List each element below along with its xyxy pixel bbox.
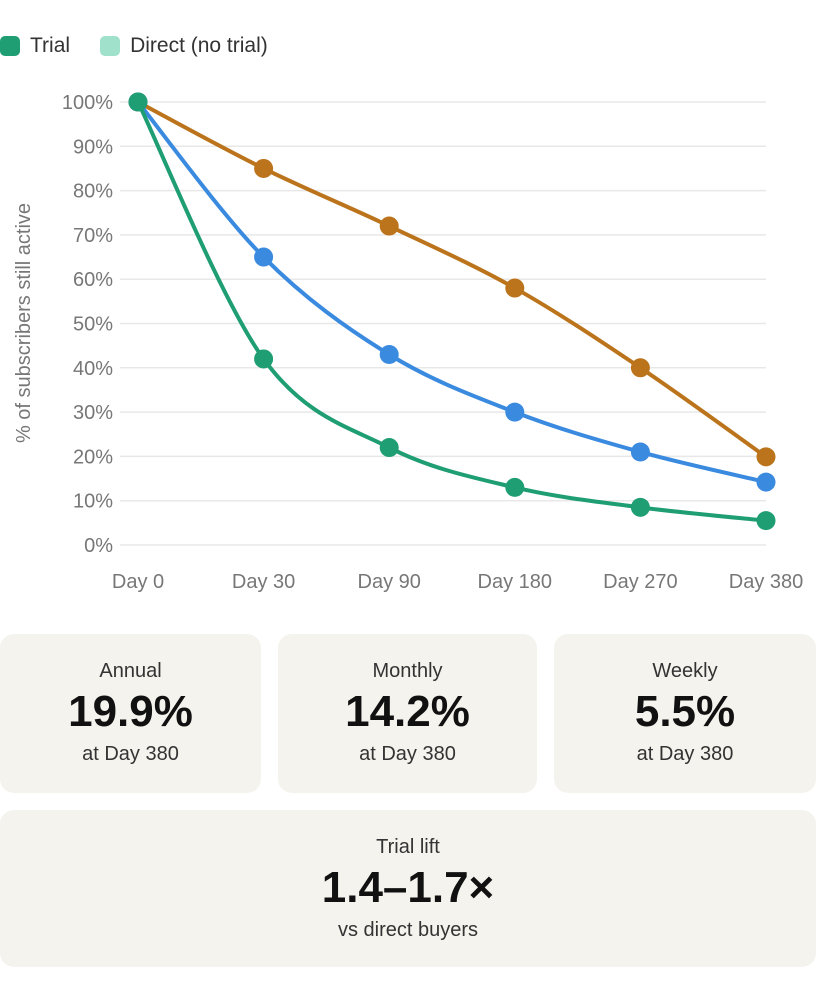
card-weekly: Weekly 5.5% at Day 380: [554, 634, 816, 793]
card-monthly: Monthly 14.2% at Day 380: [278, 634, 537, 793]
y-tick-label: 20%: [73, 446, 113, 468]
card-value: 14.2%: [345, 687, 470, 736]
card-label: Weekly: [652, 660, 718, 682]
y-tick-label: 30%: [73, 402, 113, 424]
x-tick-label: Day 90: [358, 571, 421, 593]
x-tick-label: Day 270: [603, 571, 678, 593]
y-tick-label: 100%: [62, 92, 113, 114]
card-sub: at Day 380: [636, 743, 734, 765]
card-annual: Annual 19.9% at Day 380: [0, 634, 261, 793]
data-point: [505, 278, 525, 298]
x-tick-label: Day 180: [478, 571, 553, 593]
card-trial-lift: Trial lift 1.4–1.7× vs direct buyers: [0, 810, 816, 967]
legend-label: Direct (no trial): [130, 34, 268, 57]
y-tick-label: 10%: [73, 491, 113, 513]
retention-chart: 0% 10% 20% 30% 40% 50% 60% 70% 80% 90% 100% Day 0 Da…: [13, 92, 804, 593]
legend-label: Trial: [30, 34, 71, 57]
y-tick-label: 90%: [73, 136, 113, 158]
legend-swatch-direct: [100, 36, 121, 56]
card-sub: at Day 380: [82, 743, 179, 765]
data-point: [756, 447, 776, 467]
legend-item-direct: Direct (no trial): [100, 34, 268, 58]
y-tick-label: 0%: [84, 535, 113, 557]
card-sub: at Day 380: [359, 743, 456, 765]
y-tick-label: 40%: [73, 358, 113, 380]
y-axis-label: % of subscribers still active: [13, 203, 35, 443]
x-tick-label: Day 0: [112, 571, 164, 593]
legend: Trial Direct (no trial): [0, 34, 298, 58]
card-sub: vs direct buyers: [337, 919, 479, 941]
data-point: [254, 158, 274, 178]
data-point: [379, 438, 399, 458]
data-point: [254, 247, 274, 267]
x-tick-label: Day 30: [232, 571, 295, 593]
card-label: Annual: [99, 660, 162, 682]
data-point: [756, 472, 776, 492]
series-line-0: [137, 100, 768, 459]
data-point: [128, 92, 148, 112]
data-point: [756, 511, 776, 531]
data-point: [254, 349, 274, 369]
data-point: [379, 345, 399, 365]
series-line-2: [136, 101, 767, 523]
x-tick-label: Day 380: [729, 571, 804, 593]
y-tick-label: 70%: [73, 225, 113, 247]
data-point: [379, 216, 399, 236]
data-point: [505, 402, 525, 422]
data-point: [630, 442, 650, 462]
legend-item-trial: Trial: [0, 34, 70, 58]
data-point: [630, 358, 650, 378]
card-value: 1.4–1.7×: [321, 863, 495, 912]
y-tick-label: 60%: [73, 269, 113, 291]
y-tick-label: 50%: [73, 314, 113, 336]
card-value: 19.9%: [68, 687, 193, 736]
card-label: Monthly: [372, 660, 443, 682]
card-label: Trial lift: [376, 836, 440, 858]
legend-swatch-trial: [0, 36, 20, 56]
data-point: [505, 477, 525, 497]
y-tick-label: 80%: [73, 181, 113, 203]
card-value: 5.5%: [634, 687, 736, 736]
series-line-1: [136, 100, 767, 485]
data-point: [630, 497, 650, 517]
